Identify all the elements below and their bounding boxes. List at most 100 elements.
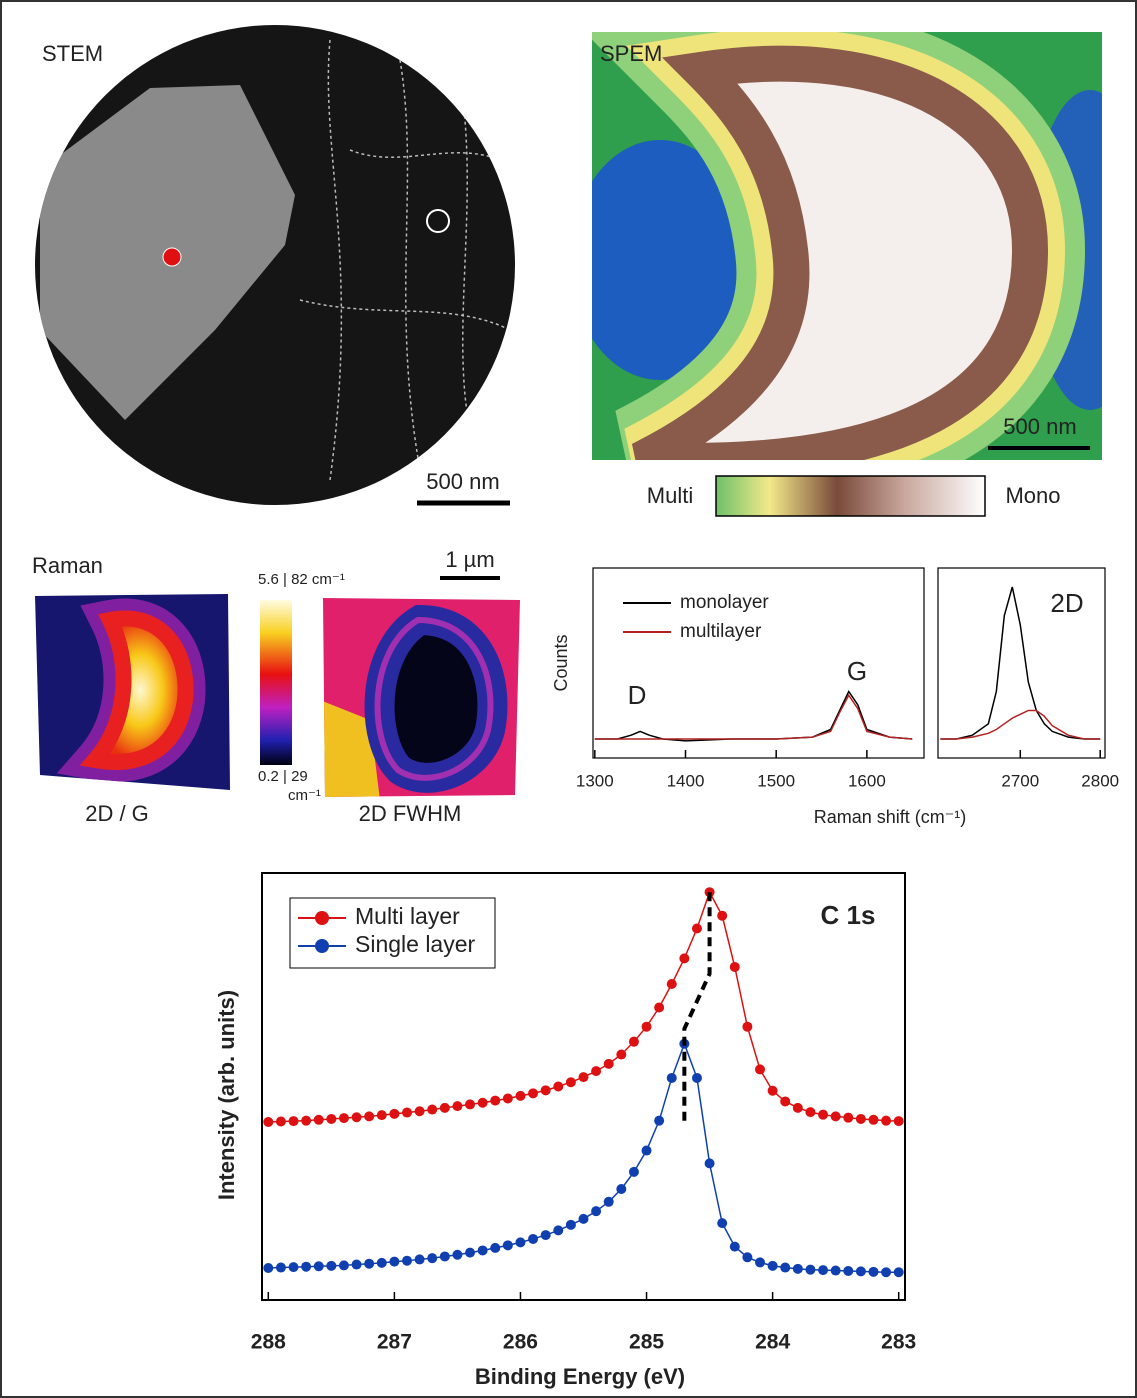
- data-point: [301, 1262, 311, 1272]
- data-point: [793, 1103, 803, 1113]
- panel-label: SPEM: [600, 41, 662, 66]
- map-label: 2D / G: [85, 801, 149, 826]
- data-point: [389, 1257, 399, 1267]
- data-point: [402, 1256, 412, 1266]
- data-point: [579, 1214, 589, 1224]
- data-point: [730, 962, 740, 972]
- data-point: [314, 1115, 324, 1125]
- data-point: [352, 1112, 362, 1122]
- data-point: [553, 1225, 563, 1235]
- colorbar: [260, 600, 292, 765]
- colorbar-label: Mono: [1005, 483, 1060, 508]
- data-point: [364, 1259, 374, 1269]
- data-point: [314, 1261, 324, 1271]
- data-point: [843, 1113, 853, 1123]
- data-point: [755, 1257, 765, 1267]
- data-point: [339, 1260, 349, 1270]
- data-point: [377, 1258, 387, 1268]
- data-point: [654, 1003, 664, 1013]
- x-axis-label: Raman shift (cm⁻¹): [814, 807, 967, 827]
- data-point: [415, 1106, 425, 1116]
- x-tick-label: 2800: [1081, 771, 1119, 790]
- data-point: [503, 1093, 513, 1103]
- colorbar-label: 5.6 | 82 cm⁻¹: [258, 571, 345, 588]
- data-point: [263, 1117, 273, 1127]
- data-point: [427, 1253, 437, 1263]
- data-point: [415, 1254, 425, 1264]
- data-point: [402, 1108, 412, 1118]
- x-axis-label: Binding Energy (eV): [475, 1364, 685, 1389]
- data-point: [894, 1116, 904, 1126]
- scale-bar-label: 500 nm: [426, 469, 499, 494]
- panel-label: Raman: [32, 553, 103, 578]
- data-point: [894, 1267, 904, 1277]
- data-point: [541, 1230, 551, 1240]
- data-point: [692, 924, 702, 934]
- y-axis-label: Intensity (arb. units): [214, 990, 239, 1200]
- panel-label: STEM: [42, 41, 103, 66]
- map-label: 2D FWHM: [359, 801, 462, 826]
- data-point: [780, 1263, 790, 1273]
- data-point: [667, 979, 677, 989]
- stem-image: [35, 25, 515, 505]
- legend-label: multilayer: [680, 621, 762, 642]
- data-point: [566, 1077, 576, 1087]
- data-point: [604, 1197, 614, 1207]
- data-point: [364, 1111, 374, 1121]
- data-point: [717, 1218, 727, 1228]
- data-point: [667, 1073, 677, 1083]
- data-point: [604, 1059, 614, 1069]
- data-point: [377, 1110, 387, 1120]
- data-point: [541, 1085, 551, 1095]
- data-point: [780, 1096, 790, 1106]
- raman-map: [320, 595, 525, 800]
- data-point: [629, 1037, 639, 1047]
- data-point: [352, 1260, 362, 1270]
- data-point: [654, 1116, 664, 1126]
- data-point: [705, 1158, 715, 1168]
- data-point: [440, 1103, 450, 1113]
- legend-marker: [315, 939, 329, 953]
- annotation: 2D: [1050, 588, 1083, 618]
- scale-bar-label: 500 nm: [1003, 414, 1076, 439]
- data-point: [717, 911, 727, 921]
- data-point: [856, 1266, 866, 1276]
- data-point: [768, 1086, 778, 1096]
- annotation: G: [847, 656, 867, 686]
- data-point: [831, 1266, 841, 1276]
- scale-bar-label: 1 µm: [445, 547, 494, 572]
- data-point: [289, 1116, 299, 1126]
- data-point: [868, 1115, 878, 1125]
- colorbar-label: 0.2 | 29: [258, 768, 308, 785]
- data-point: [856, 1114, 866, 1124]
- data-point: [566, 1220, 576, 1230]
- figure: STEM 500 nm SPEM 500 nm Multi Mono Raman…: [0, 0, 1137, 1398]
- y-axis-label: Counts: [551, 634, 571, 691]
- data-point: [642, 1022, 652, 1032]
- data-point: [289, 1262, 299, 1272]
- data-point: [503, 1240, 513, 1250]
- data-point: [427, 1105, 437, 1115]
- data-point: [490, 1243, 500, 1253]
- x-tick-label: 287: [377, 1331, 412, 1354]
- legend-marker: [315, 911, 329, 925]
- data-point: [490, 1096, 500, 1106]
- x-tick-label: 1300: [576, 771, 614, 790]
- data-point: [616, 1184, 626, 1194]
- data-point: [452, 1250, 462, 1260]
- x-tick-label: 285: [629, 1331, 664, 1354]
- data-point: [579, 1072, 589, 1082]
- data-point: [881, 1267, 891, 1277]
- data-point: [679, 953, 689, 963]
- legend-label: Multi layer: [355, 903, 460, 929]
- data-point: [881, 1116, 891, 1126]
- x-tick-label: 286: [503, 1331, 538, 1354]
- data-point: [616, 1049, 626, 1059]
- x-tick-label: 284: [755, 1331, 790, 1354]
- data-point: [642, 1146, 652, 1156]
- data-point: [465, 1248, 475, 1258]
- data-point: [591, 1206, 601, 1216]
- colorbar-label: cm⁻¹: [288, 787, 321, 804]
- data-point: [831, 1111, 841, 1121]
- data-point: [805, 1107, 815, 1117]
